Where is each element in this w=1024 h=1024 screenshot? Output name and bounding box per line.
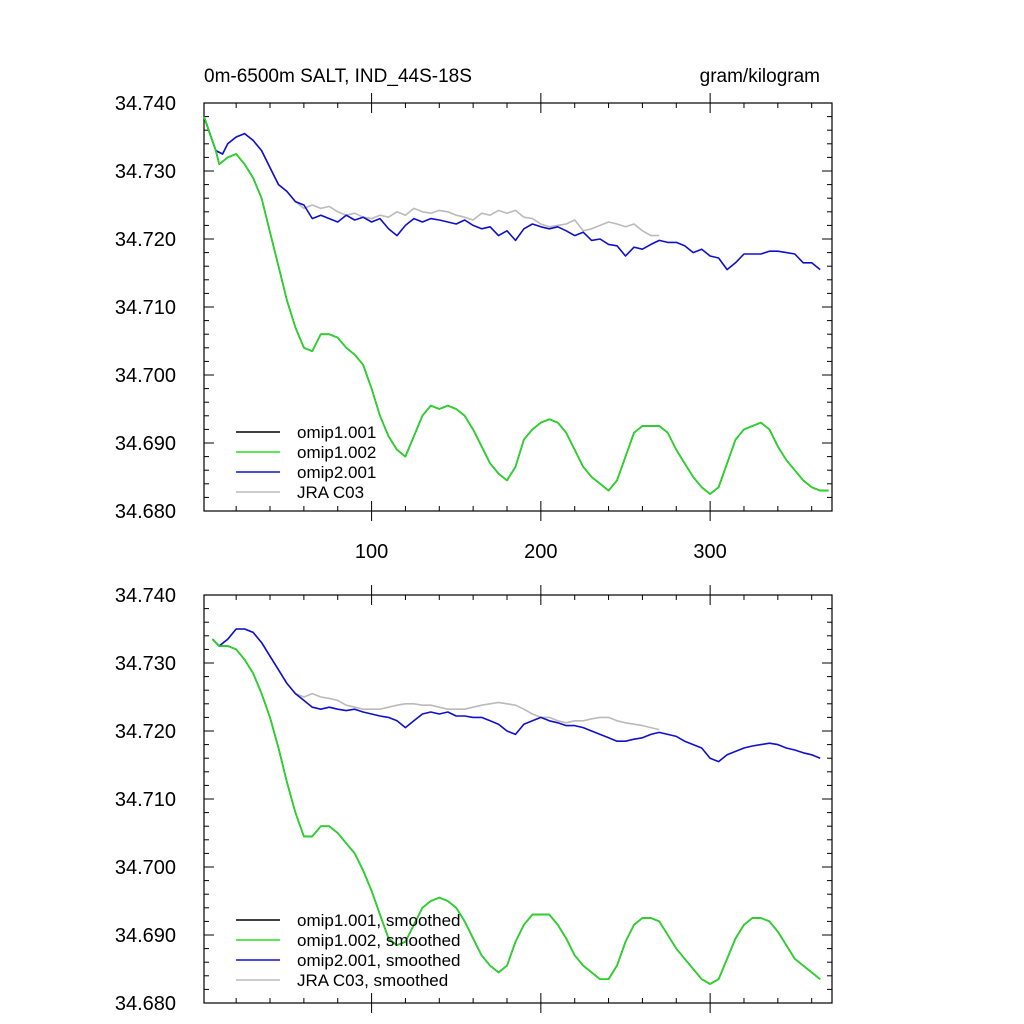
chart-title: 0m-6500m SALT, IND_44S-18S xyxy=(204,66,472,87)
y-tick-label: 34.700 xyxy=(115,857,176,879)
x-tick-label: 100 xyxy=(355,541,388,563)
top-panel-ticks: 34.680 34.690 34.700 34.710 34.720 34.730 34.7… xyxy=(115,93,832,563)
top-panel-series xyxy=(203,116,829,495)
legend-label: omip1.002 xyxy=(297,443,376,462)
legend-label: omip1.001, smoothed xyxy=(297,911,461,930)
legend-label: JRA C03, smoothed xyxy=(297,971,448,990)
series-line-2 xyxy=(211,628,821,763)
bottom-panel: 34.680 34.690 34.700 34.710 34.720 34.730 34.7… xyxy=(115,585,833,1015)
legend-label: omip1.001 xyxy=(297,423,376,442)
series-line-1 xyxy=(211,638,821,985)
y-tick-label: 34.740 xyxy=(115,93,176,115)
y-tick-label: 34.710 xyxy=(115,789,176,811)
bottom-panel-ticks: 34.680 34.690 34.700 34.710 34.720 34.730 34.7… xyxy=(115,585,832,1015)
units-label: gram/kilogram xyxy=(700,66,820,87)
y-tick-label: 34.680 xyxy=(115,501,176,523)
series-line-3 xyxy=(211,628,660,731)
y-tick-label: 34.680 xyxy=(115,993,176,1015)
top-panel: 0m-6500m SALT, IND_44S-18S gram/kilogram… xyxy=(115,66,833,563)
y-tick-label: 34.730 xyxy=(115,653,176,675)
legend-label: JRA C03 xyxy=(297,483,364,502)
legend-label: omip2.001 xyxy=(297,463,376,482)
series-line-2 xyxy=(203,116,821,271)
bottom-panel-series xyxy=(211,628,821,985)
legend-label: omip2.001, smoothed xyxy=(297,951,461,970)
y-tick-label: 34.700 xyxy=(115,365,176,387)
y-tick-label: 34.690 xyxy=(115,433,176,455)
y-tick-label: 34.720 xyxy=(115,721,176,743)
x-tick-label: 200 xyxy=(524,541,557,563)
series-line-3 xyxy=(203,116,660,237)
series-line-1 xyxy=(203,116,829,495)
y-tick-label: 34.720 xyxy=(115,229,176,251)
y-tick-label: 34.740 xyxy=(115,585,176,607)
y-tick-label: 34.690 xyxy=(115,925,176,947)
y-tick-label: 34.710 xyxy=(115,297,176,319)
legend-label: omip1.002, smoothed xyxy=(297,931,461,950)
x-tick-label: 300 xyxy=(693,541,726,563)
y-tick-label: 34.730 xyxy=(115,161,176,183)
